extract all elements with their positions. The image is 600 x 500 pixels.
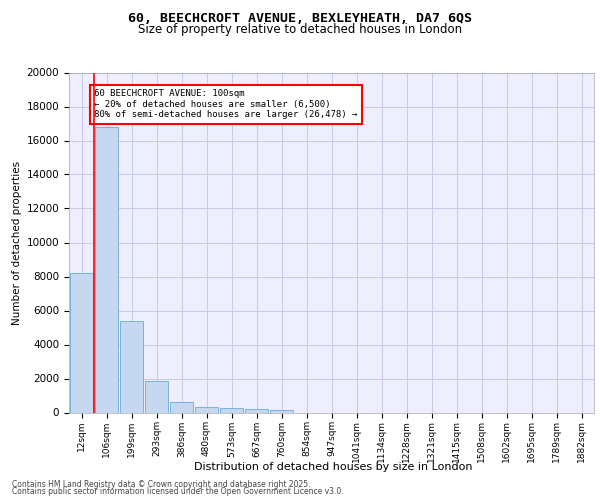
Y-axis label: Number of detached properties: Number of detached properties — [13, 160, 22, 324]
Bar — [70, 273, 94, 412]
Bar — [269, 410, 293, 412]
Bar — [95, 127, 118, 412]
Bar — [145, 381, 169, 412]
Text: Contains public sector information licensed under the Open Government Licence v3: Contains public sector information licen… — [12, 488, 344, 496]
Bar — [245, 409, 268, 412]
Bar — [220, 408, 244, 412]
Text: 60, BEECHCROFT AVENUE, BEXLEYHEATH, DA7 6QS: 60, BEECHCROFT AVENUE, BEXLEYHEATH, DA7 … — [128, 12, 472, 26]
Bar — [119, 320, 143, 412]
Bar — [194, 406, 218, 412]
Bar — [170, 402, 193, 412]
Text: 60 BEECHCROFT AVENUE: 100sqm
← 20% of detached houses are smaller (6,500)
80% of: 60 BEECHCROFT AVENUE: 100sqm ← 20% of de… — [95, 90, 358, 120]
Text: Size of property relative to detached houses in London: Size of property relative to detached ho… — [138, 22, 462, 36]
Text: Distribution of detached houses by size in London: Distribution of detached houses by size … — [194, 462, 472, 472]
Text: Contains HM Land Registry data © Crown copyright and database right 2025.: Contains HM Land Registry data © Crown c… — [12, 480, 311, 489]
